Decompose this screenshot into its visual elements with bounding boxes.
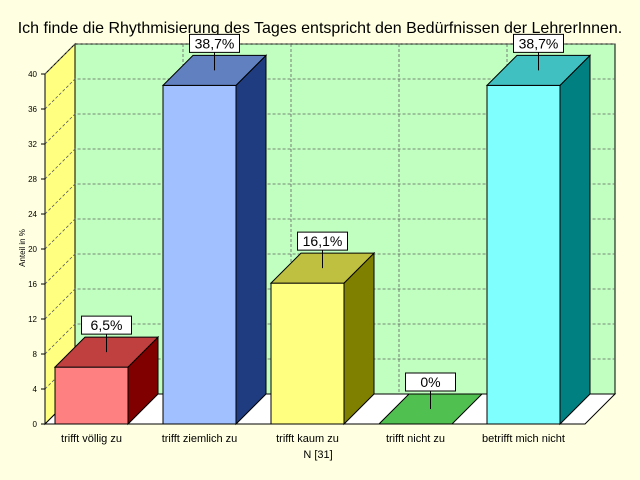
y-tick-label: 24: [28, 210, 37, 219]
gridline: [44, 288, 615, 320]
y-tick-label: 16: [28, 280, 37, 289]
value-label-box: [405, 372, 456, 392]
bar-front: [162, 84, 237, 425]
y-tick-label: 28: [28, 175, 37, 184]
gridline: [44, 113, 615, 145]
bar: [485, 54, 592, 426]
gridline: [44, 323, 615, 355]
gridline: [44, 78, 615, 110]
y-tick-label: 4: [33, 385, 38, 394]
bar: [161, 54, 268, 426]
value-label: 6,5%: [91, 317, 123, 333]
bar: [269, 251, 376, 426]
bar: [53, 335, 160, 426]
y-tick-label: 0: [33, 420, 38, 429]
bar-side: [559, 54, 591, 426]
y-tick-label: 12: [28, 315, 37, 324]
value-labels: 6,5% 38,7% 16,1% 0% 38,7%: [81, 33, 564, 409]
value-label: 16,1%: [303, 233, 343, 249]
gridline: [44, 43, 615, 75]
gridline: [44, 253, 615, 285]
category-label: betrifft mich nicht: [482, 433, 565, 445]
y-tick-label: 36: [28, 105, 37, 114]
category-label: trifft völlig zu: [61, 433, 122, 445]
y-tick-label: 40: [28, 70, 37, 79]
category-label: trifft ziemlich zu: [162, 433, 238, 445]
bar-front: [270, 282, 345, 425]
value-label-box: [513, 33, 564, 53]
gridline: [44, 148, 615, 180]
y-ticks: 0 4 8 12 16 20 24 28 32 36 40: [28, 70, 585, 429]
value-label-box: [297, 231, 348, 251]
value-label-box: [81, 315, 132, 335]
y-tick-label: 20: [28, 245, 37, 254]
value-label-box: [189, 33, 240, 53]
category-label: trifft kaum zu: [276, 433, 339, 445]
value-label: 0%: [420, 374, 440, 390]
gridline: [44, 183, 615, 215]
gridline: [44, 218, 615, 250]
chart-title: Ich finde die Rhythmisierung des Tages e…: [17, 20, 623, 37]
category-label: trifft nicht zu: [386, 433, 445, 445]
bar-side: [235, 54, 267, 426]
y-tick-label: 8: [33, 350, 38, 359]
bar-front: [486, 84, 561, 425]
x-categories: trifft völlig zu trifft ziemlich zu trifft…: [61, 433, 565, 445]
y-tick-label: 32: [28, 140, 37, 149]
value-label: 38,7%: [195, 35, 235, 51]
bar-front: [54, 366, 129, 425]
x-axis-label: N [31]: [303, 449, 332, 461]
y-axis-label: Anteil in %: [18, 229, 27, 267]
value-label: 38,7%: [519, 35, 559, 51]
